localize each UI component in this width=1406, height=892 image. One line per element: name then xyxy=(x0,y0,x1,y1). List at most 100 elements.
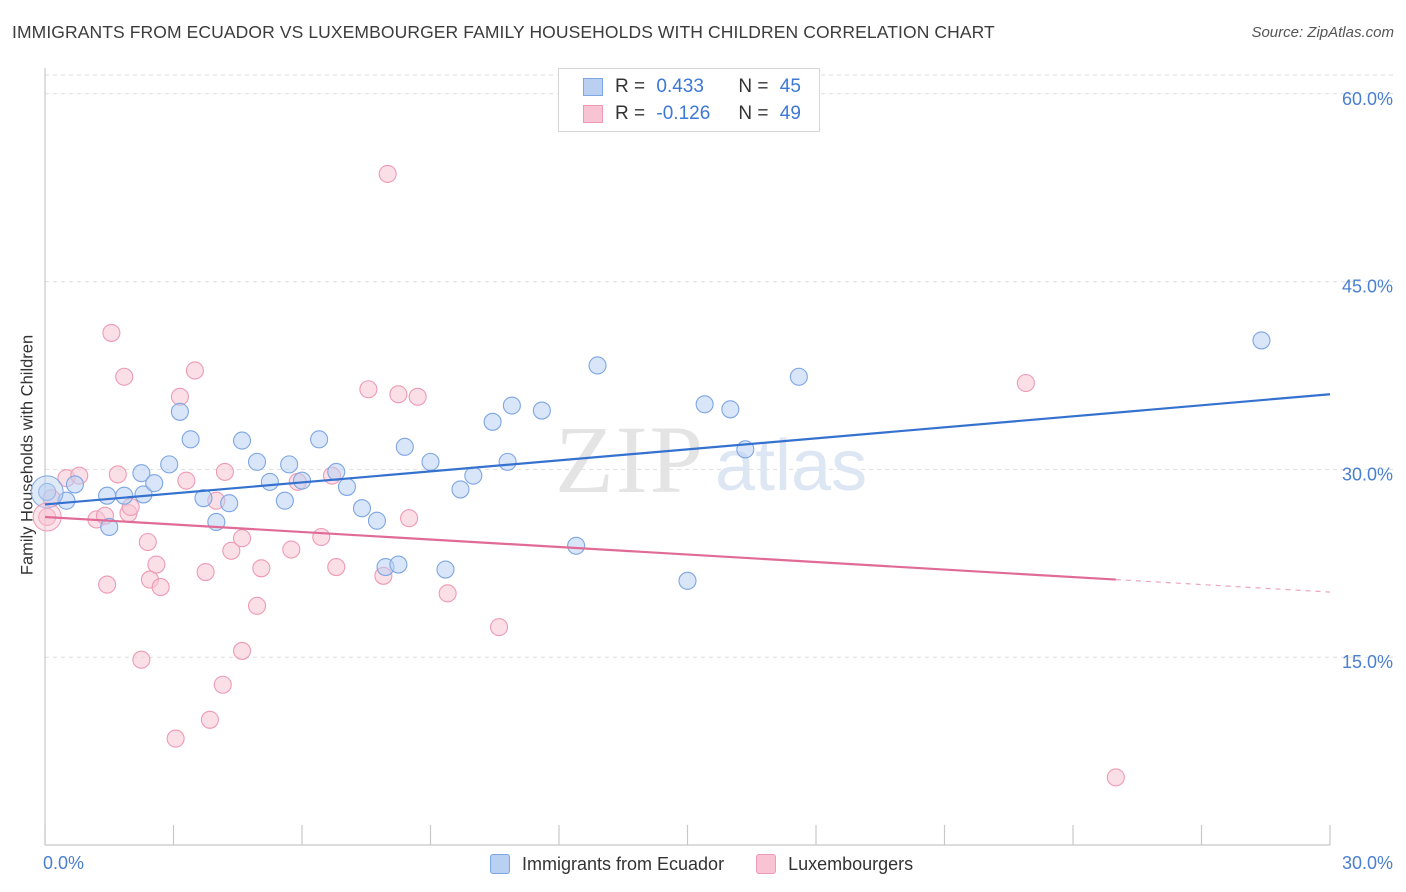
ecuador-point xyxy=(100,517,119,537)
ecuador-point xyxy=(310,430,329,449)
lux-point xyxy=(200,710,219,729)
lux-point xyxy=(232,641,252,660)
ecuador-point xyxy=(588,356,607,375)
lux-legend-swatch xyxy=(756,854,777,874)
lux-point xyxy=(138,532,157,552)
ecuador-point xyxy=(389,555,408,574)
r-value-lux: -0.126 xyxy=(656,103,711,124)
ecuador-point xyxy=(395,437,414,456)
lux-point xyxy=(1106,768,1125,787)
ecuador-point xyxy=(695,395,714,414)
r-label: R = xyxy=(615,103,646,124)
lux-point xyxy=(312,527,331,547)
lux-point xyxy=(196,563,215,582)
ecuador-point xyxy=(567,536,586,555)
lux-point xyxy=(327,557,346,577)
ecuador-point-cluster xyxy=(30,475,64,509)
lux-point xyxy=(185,361,204,380)
lux-point xyxy=(213,675,232,694)
lux-point xyxy=(408,387,427,406)
lux-swatch xyxy=(583,105,603,123)
ecuador-point xyxy=(247,452,267,471)
lux-point xyxy=(378,164,397,183)
ecuador-point xyxy=(451,480,470,499)
ecuador-point xyxy=(464,466,483,485)
ecuador-point xyxy=(160,455,179,474)
ecuador-point xyxy=(98,486,117,505)
lux-point xyxy=(115,367,134,386)
lux-point xyxy=(1016,373,1035,393)
watermark-atlas: atlas xyxy=(715,426,867,506)
y-tick-label: 45.0% xyxy=(1342,277,1393,297)
ecuador-point xyxy=(65,475,85,494)
lux-trend-line-extension xyxy=(1115,578,1331,593)
ecuador-point xyxy=(194,489,213,508)
ecuador-point xyxy=(352,499,372,518)
x-tick-label: 30.0% xyxy=(1342,853,1393,873)
ecuador-point xyxy=(436,560,455,579)
ecuador-point xyxy=(789,367,808,386)
ecuador-point xyxy=(232,431,252,450)
lux-trend-line xyxy=(44,515,1116,581)
ecuador-point xyxy=(145,474,164,493)
ecuador-point xyxy=(220,494,239,513)
ecuador-point xyxy=(421,452,440,471)
ecuador-point xyxy=(132,464,151,483)
chart-source: Source: ZipAtlas.com xyxy=(1251,24,1394,41)
ecuador-point xyxy=(260,472,279,491)
ecuador-legend-swatch xyxy=(490,854,510,874)
watermark: ZIP atlas xyxy=(555,406,867,513)
y-tick-label: 60.0% xyxy=(1342,89,1393,109)
lux-point xyxy=(98,575,117,594)
stats-row-lux: R = -0.126 N = 49 xyxy=(583,102,801,126)
n-value-lux: 49 xyxy=(779,103,801,124)
lux-point xyxy=(102,323,121,342)
lux-point xyxy=(389,385,408,404)
ecuador-point xyxy=(170,402,189,421)
y-tick-label: 15.0% xyxy=(1342,652,1393,672)
ecuador-point xyxy=(367,511,387,530)
r-label: R = xyxy=(615,76,646,97)
legend-item-lux[interactable]: Luxembourgers xyxy=(756,854,913,875)
legend-item-ecuador[interactable]: Immigrants from Ecuador xyxy=(490,854,724,875)
y-tick-label: 30.0% xyxy=(1342,464,1393,484)
series-legend: Immigrants from Ecuador Luxembourgers xyxy=(490,851,945,877)
axes xyxy=(44,68,1331,846)
ecuador-point xyxy=(280,455,299,474)
ecuador-point xyxy=(337,477,357,496)
tick-labels: 15.0% 30.0% 45.0% 60.0% 0.0% 30.0% xyxy=(43,89,1393,873)
n-label: N = xyxy=(738,76,769,97)
lux-point xyxy=(359,380,378,399)
lux-point xyxy=(166,729,185,748)
ecuador-point xyxy=(181,430,200,449)
lux-point xyxy=(232,529,252,548)
legend-label-ecuador: Immigrants from Ecuador xyxy=(522,853,725,874)
ecuador-swatch xyxy=(583,78,603,96)
trend-lines xyxy=(44,393,1331,593)
stats-row-ecuador: R = 0.433 N = 45 xyxy=(583,75,801,99)
ecuador-point xyxy=(1252,331,1271,350)
lux-point xyxy=(151,578,170,597)
lux-point xyxy=(252,559,271,578)
ecuador-point xyxy=(327,462,346,481)
ecuador-point xyxy=(498,452,517,471)
ecuador-point xyxy=(721,400,740,419)
lux-point xyxy=(400,509,419,528)
x-tick-label: 0.0% xyxy=(43,853,84,873)
lux-point xyxy=(108,465,127,484)
ecuador-point xyxy=(678,571,697,590)
lux-point xyxy=(282,540,301,559)
ecuador-point xyxy=(38,482,57,501)
stats-legend: R = 0.433 N = 45 R = -0.126 N = 49 xyxy=(558,68,820,132)
n-value-ecuador: 45 xyxy=(779,76,801,97)
lux-point xyxy=(177,471,196,490)
n-label: N = xyxy=(738,103,769,124)
gridlines xyxy=(45,74,1395,658)
ecuador-point xyxy=(115,486,134,505)
ecuador-point xyxy=(532,401,551,420)
lux-point xyxy=(132,650,151,669)
lux-point xyxy=(147,555,166,574)
ecuador-point xyxy=(292,471,312,490)
lux-point xyxy=(222,541,241,560)
